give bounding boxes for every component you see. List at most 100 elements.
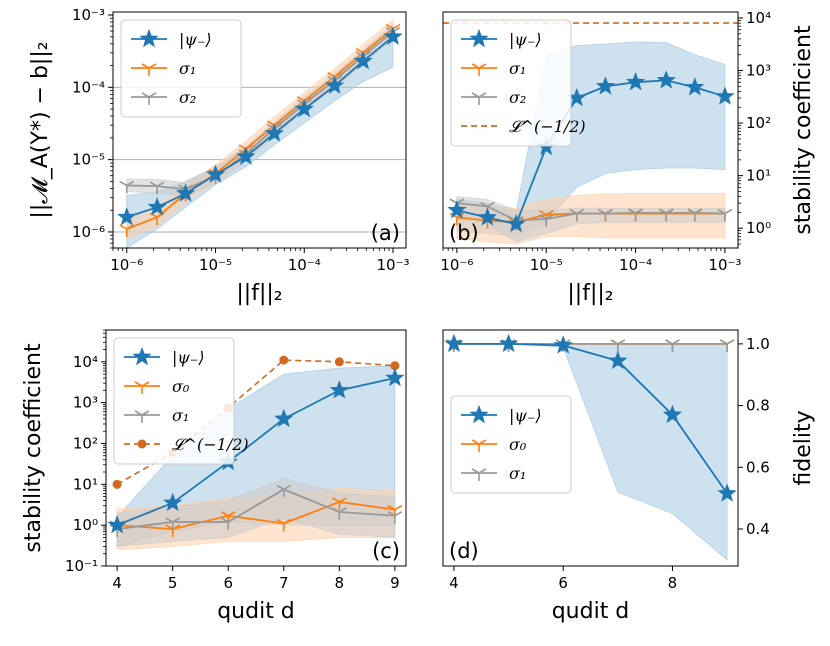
x-tick-label: 10⁻³ [377,256,410,274]
panel-label: (d) [449,539,479,563]
data-point-psi [717,483,737,502]
legend-marker-psi [469,404,489,424]
data-point-sigma_b-arm [538,214,547,220]
data-point-sigma_a-arm [238,144,247,150]
data-point-psi [294,98,314,118]
y-tick-label: 10² [73,434,98,452]
data-point-psi [662,404,683,424]
panel-d: 4 6 8 0.4 0.6 0.8 1.0 qudit d fidelity (d) |ψ₋⟩ σ₀ σ… [442,329,816,624]
data-point-sigma_b-arm [672,339,680,345]
data-point-sigma_b-arm [119,180,128,187]
data-point-sigma_b [598,208,613,222]
y-tick-label: 10³ [746,62,771,80]
y-axis-label: stability coefficient [21,343,46,553]
legend-c: |ψ₋⟩ σ₀ σ₁ 𝓛^(−1/2) [113,337,249,465]
data-point-sigma_a-arm [334,72,343,78]
legend-marker-sigma_a [134,381,150,394]
data-point-sigma_a-arm [220,511,229,517]
data-point-sigma_b-arm [331,507,340,513]
y-tick-label: 10¹ [73,475,98,493]
data-point-sigma_b-arm [156,181,165,187]
data-point-sigma_b-arm [598,208,606,215]
data-point-psi [175,183,196,202]
y-tick-label: 0.6 [746,458,770,476]
data-point-sigma_b-arm [719,339,728,345]
x-axis-label: qudit d [552,599,630,624]
data-point-sigma_a [119,224,135,237]
data-point-sigma_a-arm [385,23,394,30]
plot-area-d [444,333,737,561]
data-point-sigma_b-arm [665,339,673,345]
data-point-sigma_a-arm [149,212,158,218]
data-point-sigma_a-arm [165,524,174,530]
panel-label: (c) [372,539,400,563]
legend-label: |ψ₋⟩ [179,30,212,49]
data-point-sigma_b-arm [456,198,465,204]
x-tick-label: 10⁻⁵ [530,256,563,274]
data-point-psi [264,123,284,142]
legend-label: σ₁ [172,406,189,425]
legend-label: 𝓛^(−1/2) [172,435,249,454]
data-point-sigma_b-arm [617,339,626,345]
data-point-sigma_b-arm [694,208,703,214]
data-point-sigma_a-arm [392,23,401,30]
data-point-sigma_b [220,517,236,530]
y-tick-label: 10⁻⁶ [72,223,105,241]
data-point-sigma_a-arm [387,504,396,511]
y-tick-label: 10³ [73,394,98,412]
data-point-sigma_b-arm [338,507,347,513]
data-point-sigma_b-arm [635,208,643,214]
data-point-psi [498,333,519,353]
x-tick-label: 10⁻⁶ [440,256,473,274]
legend-marker-sigma_b [134,410,150,423]
data-point-psi [506,213,526,233]
data-point-sigma_b-arm [665,208,674,214]
data-point-sigma_a-arm [273,120,282,126]
data-point-sigma_a [149,212,165,226]
x-tick-label: 6 [223,574,233,592]
legend-marker-sigma_a [471,439,487,452]
panel-label: (b) [449,221,479,245]
legend-marker-sigma_a-arm [134,381,143,387]
data-point-sigma_a-arm [355,48,364,54]
data-point-sigma_a-arm [172,524,181,530]
data-point-sigma_b [687,208,703,221]
x-tick-label: 8 [335,574,345,592]
y-tick-label: 10² [746,114,771,132]
data-point-psi [325,75,345,94]
legend-label: σ₀ [509,435,527,454]
data-point-sigma_a-arm [283,518,292,525]
data-point-psi [329,380,349,399]
legend-marker-sigma_a-arm [141,63,150,69]
y-tick-label: 10⁻¹ [65,557,98,575]
band-sigma_b [116,477,396,547]
legend-marker-bound [137,439,147,449]
legend-label: σ₁ [179,59,196,78]
legend-marker-sigma_a-arm [141,381,150,387]
legend-marker-sigma_b-arm [478,468,487,474]
data-point-psi [444,333,464,353]
legend-a: |ψ₋⟩ σ₁ σ₂ [120,19,242,118]
data-point-psi [236,146,256,165]
data-point-sigma_b-arm [628,208,636,214]
panel-label: (a) [371,221,400,245]
legend-marker-sigma_a-arm [471,439,480,445]
data-point-sigma_b [119,180,135,194]
legend-label: 𝓛^(−1/2) [509,117,586,136]
y-tick-label: 10⁰ [746,219,771,237]
data-point-sigma_b-arm [480,201,488,208]
data-point-psi [685,77,705,96]
legend-marker-sigma_b-arm [471,468,480,474]
data-point-sigma_b-arm [687,208,696,214]
plot-area-c [107,355,405,551]
legend-label: σ₁ [509,59,526,78]
data-point-sigma_b-arm [149,181,158,187]
data-point-sigma_b-arm [394,511,403,517]
axes-frame [112,11,407,249]
data-point-sigma_a-arm [156,212,165,218]
data-point-sigma_b-arm [576,208,585,215]
panel-a: 10⁻⁶ 10⁻⁵ 10⁻⁴ 10⁻³ 10⁻⁶ 10⁻⁵ 10⁻⁴ 10⁻³ ||f||₂ ||… [28,6,410,306]
x-tick-label: 5 [168,574,178,592]
legend-label: |ψ₋⟩ [172,348,205,367]
